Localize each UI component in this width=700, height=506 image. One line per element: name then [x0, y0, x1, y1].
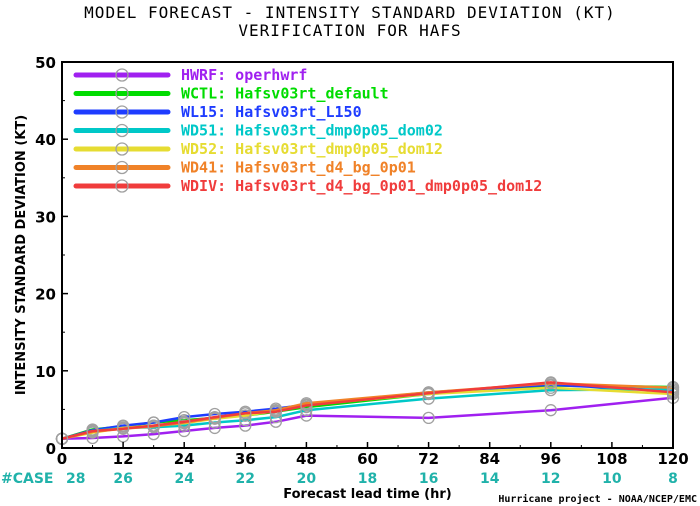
legend-label: WD52: Hafsv03rt_dmp0p05_dom12: [181, 140, 443, 158]
legend-label: WL15: Hafsv03rt_L150: [181, 103, 362, 121]
legend-marker: [115, 86, 129, 101]
data-point: [300, 399, 313, 412]
x-tick-label: 72: [418, 450, 439, 468]
case-count: 14: [480, 471, 500, 487]
x-axis-ticks: 0 12 24 36 48 60 72 84 96 108 120: [57, 442, 689, 468]
series-layer: [55, 376, 680, 445]
y-axis-ticks: 0 10 20 30 40 50: [35, 54, 68, 458]
x-tick-label: 60: [357, 450, 378, 468]
y-axis-label: INTENSITY STANDARD DEVIATION (KT): [14, 115, 29, 395]
legend-label: WCTL: Hafsv03rt_default: [181, 85, 389, 103]
case-count: 10: [602, 471, 622, 487]
case-count: 22: [236, 471, 255, 487]
chart-title: MODEL FORECAST - INTENSITY STANDARD DEVI…: [84, 3, 616, 22]
case-count: 8: [668, 471, 678, 487]
x-tick-label: 84: [479, 450, 500, 468]
legend-label: HWRF: operhwrf: [181, 66, 307, 84]
data-point: [544, 404, 557, 417]
data-point: [544, 376, 557, 389]
x-tick-label: 0: [57, 450, 67, 468]
y-tick-label: 40: [35, 131, 56, 149]
data-point: [147, 419, 160, 432]
x-tick-label: 108: [596, 450, 627, 468]
data-point: [178, 415, 191, 428]
case-count: 20: [297, 471, 317, 487]
case-count: 28: [66, 471, 85, 487]
case-counts: #CASE 28 26 24 22 20 18 16 14 12 10 8: [1, 471, 678, 487]
data-point: [422, 411, 435, 425]
x-tick-label: 96: [540, 450, 561, 468]
series-6: [55, 376, 680, 445]
x-tick-label: 12: [113, 450, 134, 468]
data-point: [269, 405, 283, 418]
legend-marker: [115, 160, 129, 175]
x-tick-label: 48: [296, 450, 317, 468]
legend-marker: [115, 179, 129, 193]
x-tick-label: 120: [657, 450, 688, 468]
legend-label: WD41: Hafsv03rt_d4_bg_0p01: [181, 159, 416, 177]
chart-subtitle: VERIFICATION FOR HAFS: [238, 21, 462, 40]
legend-marker: [115, 142, 129, 156]
legend-marker: [115, 105, 129, 119]
data-point: [116, 422, 130, 435]
legend-label: WDIV: Hafsv03rt_d4_bg_0p01_dmp0p05_dom12: [181, 177, 542, 195]
y-tick-label: 10: [35, 363, 56, 381]
legend-marker: [115, 123, 129, 138]
x-tick-label: 36: [235, 450, 256, 468]
y-tick-label: 20: [35, 286, 56, 304]
case-count: 16: [419, 471, 438, 487]
case-count: 24: [174, 471, 194, 487]
x-axis-label: Forecast lead time (hr): [283, 487, 451, 502]
data-point: [208, 410, 221, 424]
case-label: #CASE: [1, 471, 54, 487]
y-tick-label: 50: [35, 54, 56, 72]
legend-marker: [115, 68, 129, 82]
credit-text: Hurricane project - NOAA/NCEP/EMC: [498, 493, 697, 505]
case-count: 18: [358, 471, 377, 487]
case-count: 12: [541, 471, 560, 487]
series-line: [61, 381, 674, 440]
y-tick-label: 30: [35, 208, 56, 226]
y-tick-label: 0: [46, 440, 56, 458]
data-point: [239, 407, 252, 420]
data-point: [422, 387, 435, 400]
legend-label: WD51: Hafsv03rt_dmp0p05_dom02: [181, 122, 443, 140]
x-tick-label: 24: [174, 450, 195, 468]
case-count: 26: [113, 471, 132, 487]
data-point: [86, 424, 99, 438]
